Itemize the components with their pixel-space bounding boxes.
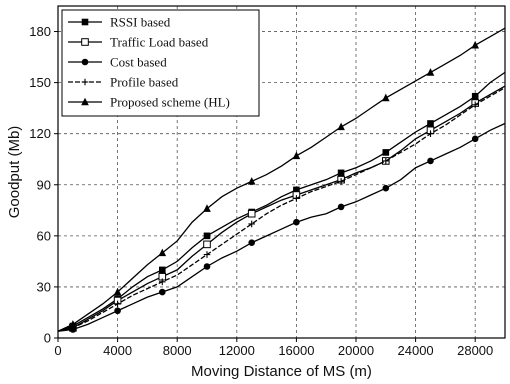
- series-5-point: [292, 151, 301, 160]
- series-5-point: [69, 320, 77, 328]
- x-tick-label: 28000: [457, 343, 493, 358]
- series-1-point: [427, 120, 434, 127]
- series-3-point: [248, 239, 255, 246]
- legend: RSSI based Traffic Load based Cost based Pr…: [61, 9, 260, 117]
- series-5-point: [203, 204, 211, 212]
- series-3-point: [203, 263, 211, 270]
- legend-label-4: Profile based: [110, 75, 179, 90]
- legend-marker-4: [81, 78, 89, 86]
- series-4-point: [471, 101, 479, 109]
- y-tick-label: 180: [29, 24, 51, 39]
- y-axis-title: Goodput (Mb): [6, 126, 23, 219]
- series-5-point: [113, 287, 122, 296]
- series-1-point: [382, 149, 390, 156]
- series-5-point: [158, 248, 167, 257]
- y-tick-label: 120: [29, 126, 51, 141]
- x-tick-label: 12000: [219, 343, 255, 358]
- series-4-point: [427, 130, 434, 137]
- y-tick-label: 150: [29, 75, 51, 90]
- y-tick-label: 0: [44, 331, 51, 346]
- legend-label-2: Traffic Load based: [110, 35, 209, 50]
- legend-label-5: Proposed scheme (HL): [110, 95, 230, 110]
- series-5-point: [337, 122, 345, 131]
- legend-marker-3: [81, 58, 89, 66]
- series-3-point: [114, 307, 121, 315]
- legend-box: [61, 9, 260, 117]
- x-tick-label: 16000: [278, 343, 314, 358]
- series-5-point: [247, 177, 256, 185]
- series-5-point: [426, 68, 435, 76]
- x-tick-label: 8000: [163, 343, 192, 358]
- series-4-point: [382, 157, 390, 165]
- series-layer: [57, 27, 506, 333]
- series-4-point: [114, 300, 121, 308]
- x-axis-title: Moving Distance of MS (m): [191, 363, 372, 380]
- series-4-point: [293, 195, 300, 202]
- y-tick-label: 60: [37, 228, 51, 243]
- tick-layer: 0 4000 8000 12000 16000 20000 24000 28000 0 30 60 9…: [29, 24, 493, 358]
- series-3-point: [293, 218, 300, 226]
- series-4-point: [337, 178, 345, 185]
- legend-marker-5: [81, 97, 89, 106]
- series-3-point: [337, 203, 345, 211]
- series-1-point: [293, 186, 300, 194]
- x-tick-label: 4000: [103, 343, 132, 358]
- series-4-group: [57, 87, 506, 332]
- series-1-point: [203, 232, 211, 240]
- legend-marker-1: [81, 18, 89, 26]
- series-3-point: [382, 184, 390, 192]
- x-tick-label: 0: [54, 343, 61, 358]
- series-2-line: [57, 85, 506, 332]
- series-4-point: [248, 220, 255, 228]
- series-1-point: [471, 92, 479, 100]
- series-5-point: [471, 40, 479, 49]
- legend-label-3: Cost based: [110, 55, 167, 70]
- y-tick-label: 90: [37, 177, 51, 192]
- y-tick-label: 30: [37, 279, 51, 294]
- series-4-point: [159, 278, 166, 286]
- plot-frame: [57, 5, 506, 339]
- series-4-point: [203, 251, 211, 258]
- series-3-point: [471, 135, 479, 143]
- series-1-point: [337, 169, 345, 177]
- series-5-point: [382, 93, 390, 102]
- series-5-group: [57, 27, 506, 332]
- series-3-point: [159, 288, 166, 296]
- x-tick-label: 20000: [338, 343, 374, 358]
- series-2-point: [247, 209, 256, 218]
- series-3-point: [427, 157, 434, 165]
- series-2-point: [203, 240, 211, 249]
- series-1-point: [159, 266, 166, 274]
- legend-marker-2: [81, 38, 89, 46]
- series-4-line: [57, 87, 506, 332]
- x-tick-label: 24000: [398, 343, 434, 358]
- series-2-group: [57, 85, 506, 332]
- series-3-group: [57, 122, 506, 333]
- legend-label-1: RSSI based: [110, 15, 171, 30]
